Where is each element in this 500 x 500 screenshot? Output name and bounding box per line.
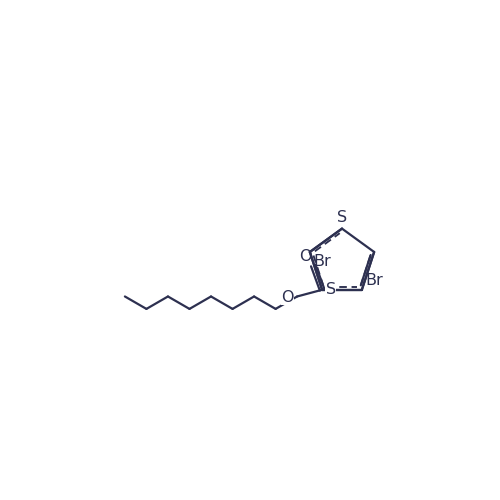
Text: S: S	[337, 210, 347, 225]
Text: Br: Br	[366, 273, 384, 288]
Text: Br: Br	[314, 254, 332, 269]
Text: O: O	[281, 290, 293, 305]
Text: S: S	[326, 282, 336, 298]
Text: O: O	[299, 249, 312, 264]
